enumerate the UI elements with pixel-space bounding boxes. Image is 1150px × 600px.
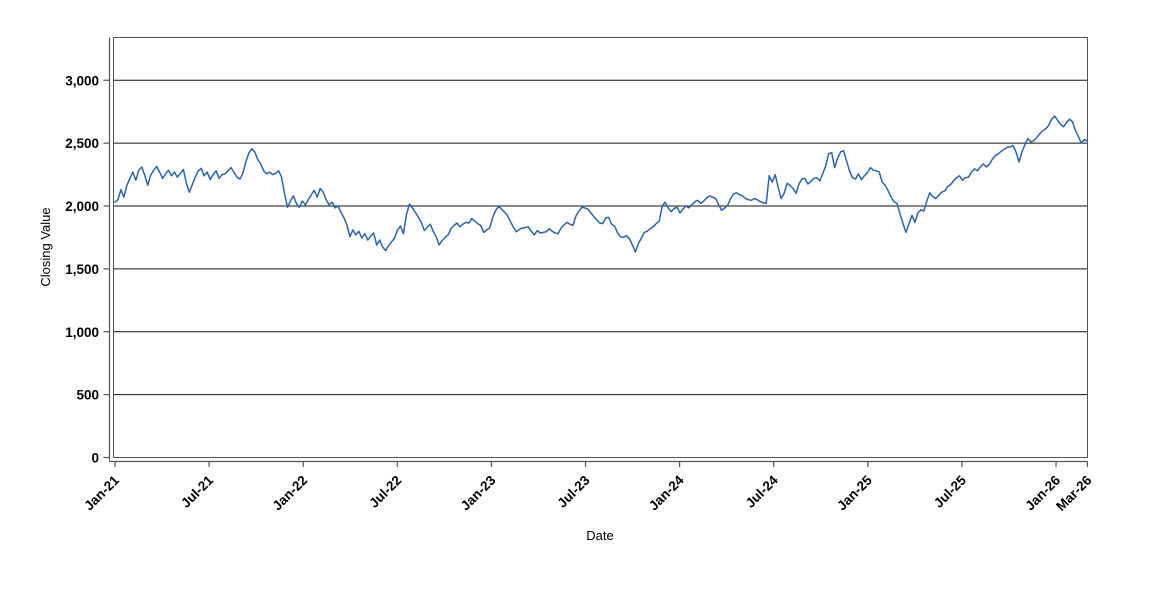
y-tick-label: 1,000: [65, 325, 99, 340]
price-line: [114, 115, 1089, 253]
y-tick-label: 3,000: [65, 73, 99, 88]
y-tick-label: 2,000: [65, 199, 99, 214]
gridlines: [113, 79, 1088, 396]
x-tick-label: Jan-21: [81, 472, 122, 513]
x-axis-title: Date: [586, 528, 613, 543]
x-tick-label: Jan-24: [646, 472, 687, 513]
x-tick-label: Jul-21: [178, 472, 217, 511]
y-tick-label: 500: [76, 388, 99, 403]
x-tick-label: Jan-25: [834, 472, 875, 513]
y-tick-label: 2,500: [65, 136, 99, 151]
x-tick-label: Jul-24: [743, 472, 782, 511]
x-tick-label: Jul-23: [554, 472, 593, 511]
x-axis-ticks: Jan-21 Jul-21 Jan-22 Jul-22 Jan-23 Jul-23 Jan-…: [81, 461, 1095, 514]
x-tick-label: Jan-22: [269, 473, 310, 514]
y-axis-title: Closing Value: [38, 207, 53, 286]
x-tick-label: Mar-26: [1053, 472, 1095, 514]
plot-border: [113, 37, 1088, 458]
y-axis-ticks: 0 500 1,000 1,500 2,000 2,500 3,000: [65, 73, 110, 466]
y-tick-label: 1,500: [65, 262, 99, 277]
x-tick-label: Jan-23: [458, 472, 499, 513]
x-tick-label: Jul-22: [366, 473, 404, 511]
y-tick-label: 0: [91, 451, 99, 466]
closing-value-series: [114, 115, 1089, 253]
x-tick-label: Jul-25: [931, 472, 970, 511]
